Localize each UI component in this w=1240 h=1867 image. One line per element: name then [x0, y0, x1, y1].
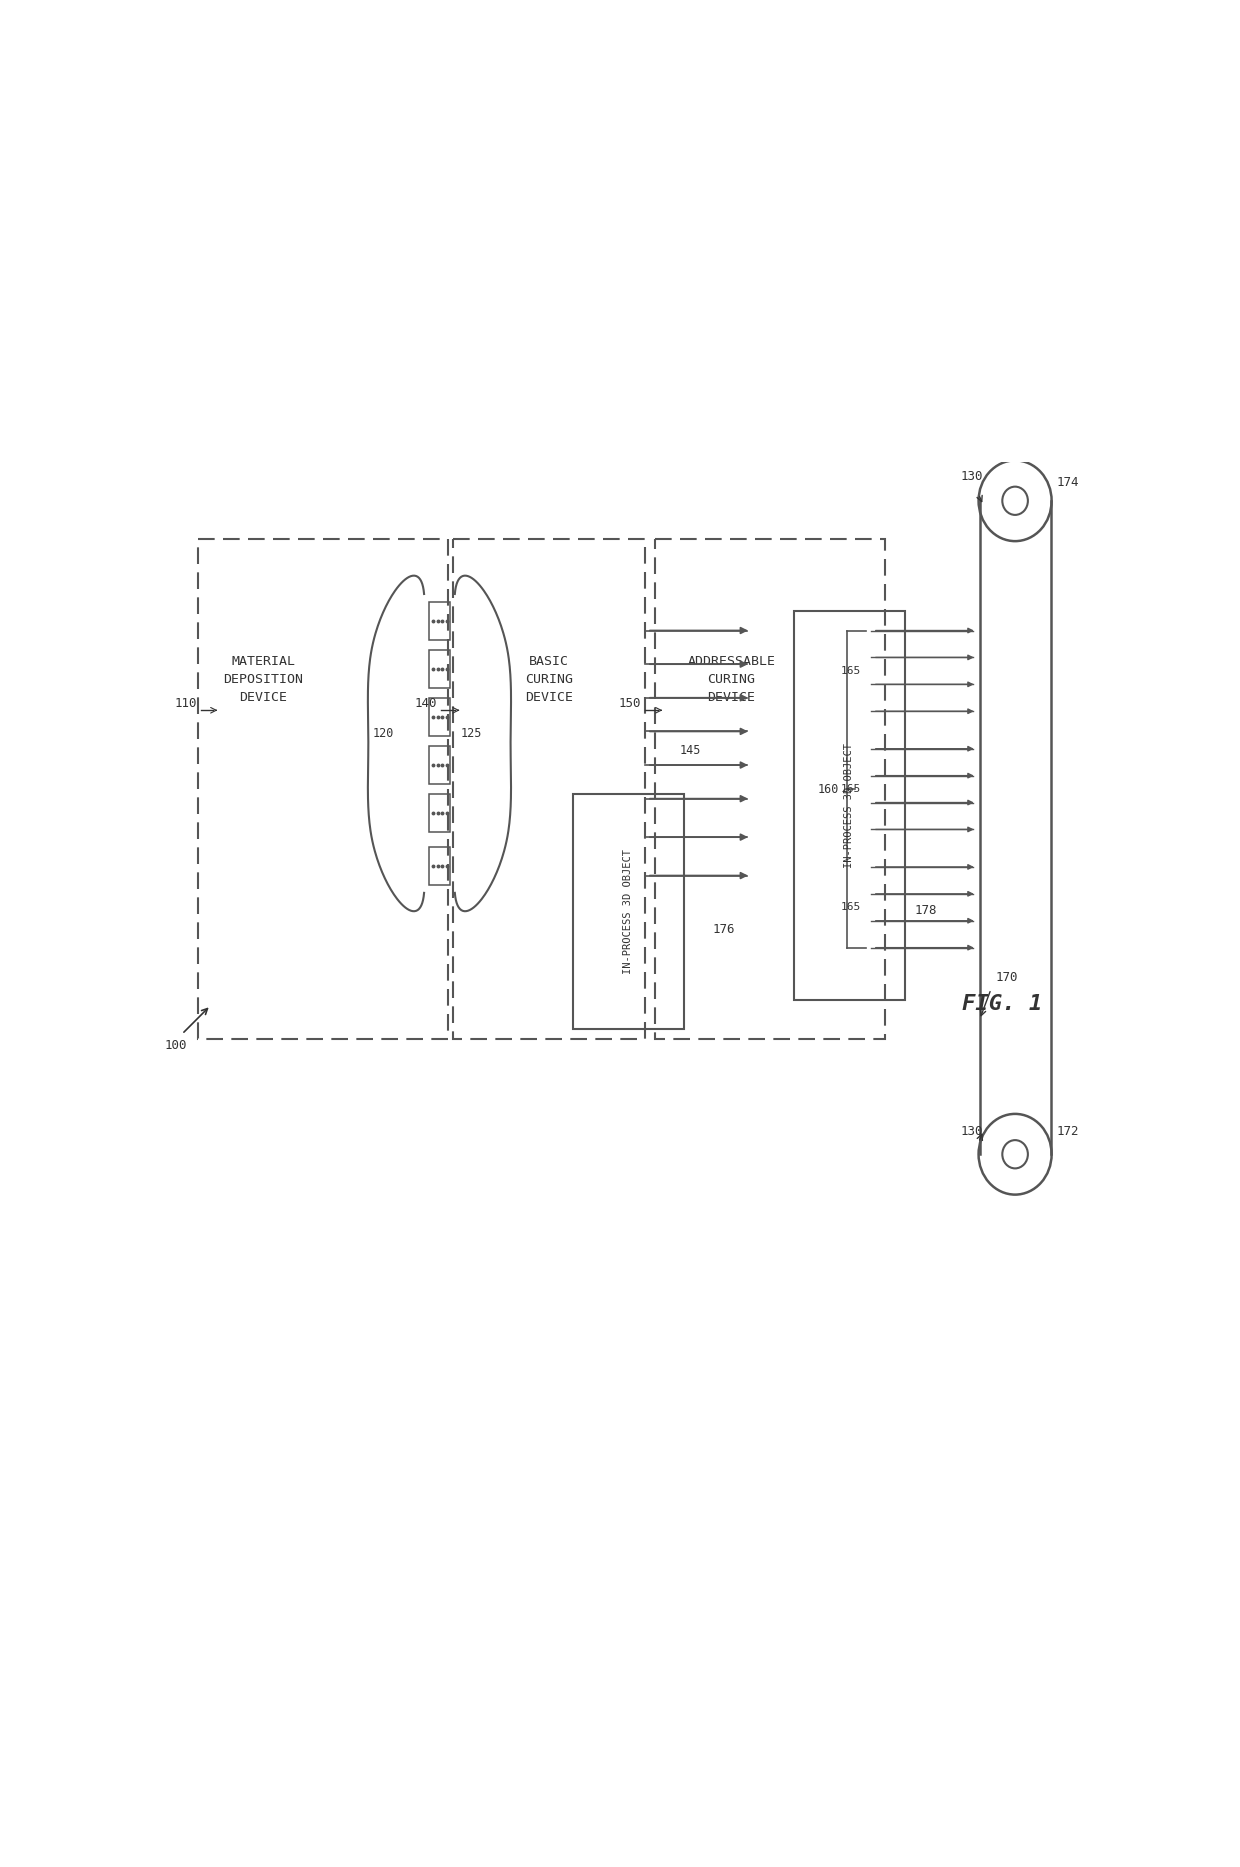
Text: BASIC
CURING
DEVICE: BASIC CURING DEVICE	[525, 655, 573, 704]
Bar	[573, 793, 683, 1029]
Text: 130: 130	[960, 470, 983, 484]
Bar	[429, 745, 450, 784]
Bar	[453, 540, 645, 1038]
Text: 160: 160	[818, 782, 839, 795]
Text: 165: 165	[841, 902, 862, 913]
Bar	[429, 601, 450, 640]
Text: 150: 150	[619, 698, 641, 709]
Text: 120: 120	[372, 726, 393, 739]
Bar	[794, 611, 905, 1001]
Bar	[429, 793, 450, 833]
Text: 100: 100	[165, 1038, 187, 1051]
Bar	[198, 540, 448, 1038]
Text: 165: 165	[841, 784, 862, 793]
Text: 140: 140	[414, 698, 436, 709]
Text: 165: 165	[841, 667, 862, 676]
Text: 172: 172	[1056, 1126, 1079, 1139]
Bar	[429, 650, 450, 689]
Text: 170: 170	[996, 971, 1018, 984]
Text: MATERIAL
DEPOSITION
DEVICE: MATERIAL DEPOSITION DEVICE	[223, 655, 304, 704]
Text: 174: 174	[1056, 476, 1079, 489]
Bar	[429, 848, 450, 885]
Text: 125: 125	[460, 726, 482, 739]
Text: ADDRESSABLE
CURING
DEVICE: ADDRESSABLE CURING DEVICE	[688, 655, 775, 704]
Text: 178: 178	[914, 904, 936, 917]
Bar	[655, 540, 885, 1038]
Text: FIG. 1: FIG. 1	[962, 993, 1043, 1014]
Bar	[429, 698, 450, 736]
Text: 176: 176	[712, 922, 735, 935]
Text: IN-PROCESS 3D OBJECT: IN-PROCESS 3D OBJECT	[624, 849, 634, 975]
Text: 130: 130	[960, 1126, 983, 1139]
Text: 145: 145	[680, 745, 701, 758]
Text: 110: 110	[174, 698, 197, 709]
Text: IN-PROCESS 3D OBJECT: IN-PROCESS 3D OBJECT	[844, 743, 854, 868]
